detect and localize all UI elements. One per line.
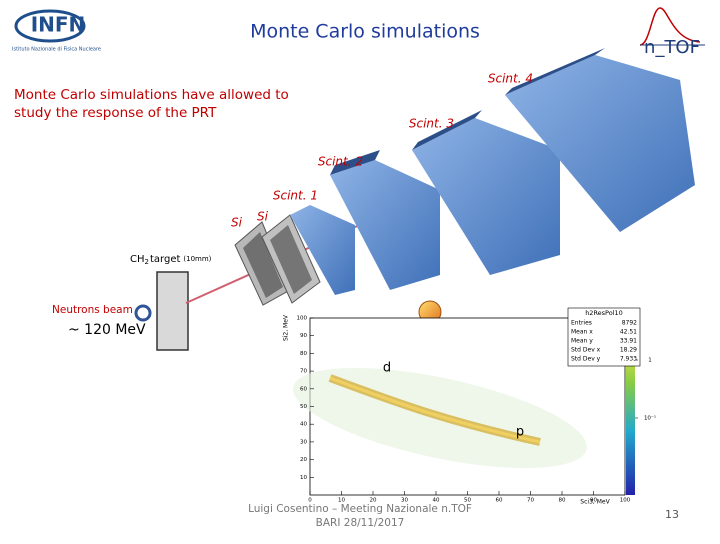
target-text: target [150,254,180,265]
stats-value: 18.29 [620,347,637,354]
logo-text: INFN [31,13,86,37]
stats-value: 7.933 [620,356,637,363]
x-tick-label: 20 [370,498,377,504]
target-size: (10mm) [183,255,211,263]
y-tick-label: 100 [297,316,308,322]
p-label: p [516,425,524,440]
x-tick-label: 0 [308,498,312,504]
y-tick-label: 20 [300,457,307,463]
scintillators [290,48,695,295]
beam-label: Neutrons beam [52,304,133,316]
footer-date: BARI 28/11/2017 [316,517,405,529]
y-tick-label: 50 [300,404,307,410]
y-tick-label: 70 [300,369,307,375]
z-tick-label: 10⁻¹ [644,415,656,422]
target-base: CH [130,254,145,265]
y-tick-label: 60 [300,386,307,392]
page-number: 13 [665,508,679,521]
scint-label: Scint. 4 [488,72,533,86]
x-tick-label: 50 [464,498,471,504]
y-tick-label: 10 [300,475,307,481]
x-axis-label: Sci3, MeV [580,499,610,506]
proton-band-core [329,376,541,444]
infn-logo: INFN Istituto Nazionale di Fisica Nuclea… [12,9,101,53]
stats-key: Mean x [571,329,593,336]
beam-icon [134,304,152,322]
si-detectors [234,214,321,306]
stats-key: Std Dev x [571,347,601,354]
x-tick-label: 60 [496,498,503,504]
slide-title: Monte Carlo simulations [250,21,480,43]
x-tick-label: 80 [559,498,566,504]
stats-key: Std Dev y [571,356,601,363]
scint-label: Scint. 1 [273,189,318,203]
stats-box [567,307,641,367]
logo-subtext: Istituto Nazionale di Fisica Nucleare [12,47,101,53]
y-tick-label: 80 [300,351,307,357]
plot-title: h2ResPol10 [585,309,623,317]
y-axis-label: Si2, MeV [283,314,290,341]
scint-label: Scint. 2 [318,155,363,169]
logo-text: n_TOF [644,37,700,58]
x-tick-label: 10 [338,498,345,504]
y-tick-label: 90 [300,333,307,339]
x-tick-label: 40 [433,498,440,504]
si-label: Si [231,216,243,230]
y-tick-label: 30 [300,439,307,445]
target-label: CH2target (10mm) [130,254,212,266]
energy-label: ~ 120 MeV [68,322,146,338]
description-box: Monte Carlo simulations have allowed to … [14,87,289,121]
stats-value: 42.51 [620,329,637,336]
footer-author: Luigi Cosentino – Meeting Nazionale n.TO… [248,503,472,515]
si-label: Si [257,210,269,224]
d-label: d [383,361,391,376]
description: Monte Carlo simulations have allowed to … [14,87,289,121]
stats-value: 33.91 [620,338,637,345]
scint-label: Scint. 3 [409,117,454,131]
stats-key: Mean y [571,338,593,345]
stats-key: Entries [571,320,592,327]
target [156,271,189,351]
z-tick-label: 1 [648,358,652,364]
stats-value: 8792 [622,320,637,327]
target-sub: 2 [145,258,149,266]
histogram-plot: h2ResPol10 Sci3, MeV Si2, MeV d p 0 10 20 3… [283,307,656,506]
x-tick-label: 70 [527,498,534,504]
x-tick-label: 90 [590,498,597,504]
x-tick-label: 100 [620,498,631,504]
y-tick-label: 40 [300,422,307,428]
color-bar [626,335,635,495]
ntof-logo: n_TOF [639,7,705,58]
x-tick-label: 30 [401,498,408,504]
